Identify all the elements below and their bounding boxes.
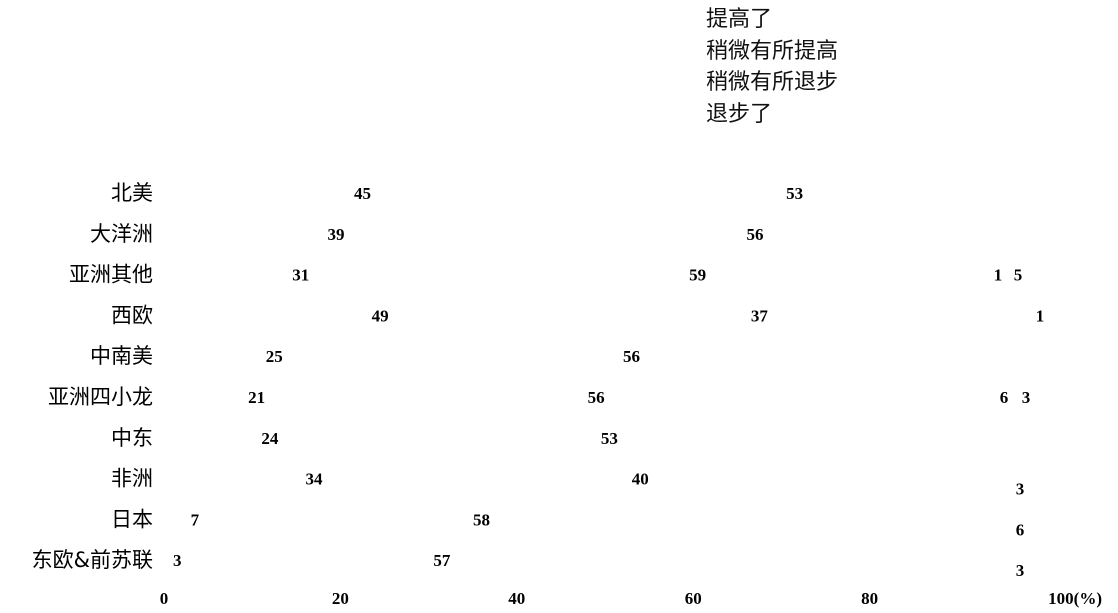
data-label: 3 xyxy=(1022,388,1031,407)
x-tick-label: 20 xyxy=(332,589,349,608)
data-label: 40 xyxy=(632,470,649,489)
data-label: 5 xyxy=(1014,266,1023,285)
data-label: 25 xyxy=(266,347,283,366)
legend: 提高了稍微有所提高 稍微有所退步 退步了 xyxy=(706,4,838,130)
category-label: 日本 xyxy=(111,507,153,531)
data-label: 58 xyxy=(473,510,490,529)
x-tick-label: 60 xyxy=(685,589,702,608)
legend-item: 稍微有所退步 xyxy=(706,70,839,95)
category-label: 北美 xyxy=(111,181,153,205)
legend-item: 退步了 xyxy=(706,101,773,127)
data-label: 1 xyxy=(1036,306,1045,325)
data-label: 53 xyxy=(786,184,803,203)
data-label: 57 xyxy=(433,551,451,570)
x-tick-label: 100(%) xyxy=(1048,589,1102,608)
data-label: 34 xyxy=(305,470,323,489)
bar-segment xyxy=(958,263,967,287)
data-label: 3 xyxy=(1016,480,1025,499)
data-label: 1 xyxy=(994,266,1003,285)
bar-segment xyxy=(737,507,790,531)
data-label: 21 xyxy=(248,388,265,407)
data-label: 56 xyxy=(623,347,640,366)
data-label: 31 xyxy=(292,266,309,285)
category-label: 中南美 xyxy=(90,344,153,368)
bar-segment xyxy=(817,467,843,491)
x-tick-label: 0 xyxy=(160,589,169,608)
category-label: 东欧&前苏联 xyxy=(32,548,153,572)
legend-item: 提高了 xyxy=(706,7,773,32)
data-label: 49 xyxy=(372,306,389,325)
data-label: 6 xyxy=(1016,520,1025,539)
data-label: 3 xyxy=(1016,561,1025,580)
legend-item: 稍微有所提高 xyxy=(706,38,839,64)
category-label: 中东 xyxy=(111,426,153,450)
data-label: 56 xyxy=(746,225,763,244)
data-label: 3 xyxy=(173,551,182,570)
data-label: 37 xyxy=(751,306,769,325)
bar-segment xyxy=(967,263,1011,287)
bar-segment xyxy=(896,385,922,409)
x-tick-label: 40 xyxy=(508,589,525,608)
data-label: 45 xyxy=(354,184,371,203)
x-tick-label: 80 xyxy=(861,589,878,608)
data-label: 39 xyxy=(327,225,344,244)
category-label: 西欧 xyxy=(111,303,153,327)
category-label: 亚洲其他 xyxy=(69,263,153,287)
data-label: 53 xyxy=(601,429,618,448)
bar-segment xyxy=(693,548,719,572)
category-label: 非洲 xyxy=(111,467,153,491)
category-label: 亚洲四小龙 xyxy=(48,385,153,409)
data-label: 59 xyxy=(689,266,706,285)
data-label: 56 xyxy=(588,388,605,407)
data-label: 7 xyxy=(191,510,200,529)
bar-segment xyxy=(923,303,932,327)
data-label: 24 xyxy=(261,429,279,448)
data-label: 6 xyxy=(1000,388,1009,407)
category-label: 大洋洲 xyxy=(90,222,153,246)
bar-segment xyxy=(843,385,896,409)
